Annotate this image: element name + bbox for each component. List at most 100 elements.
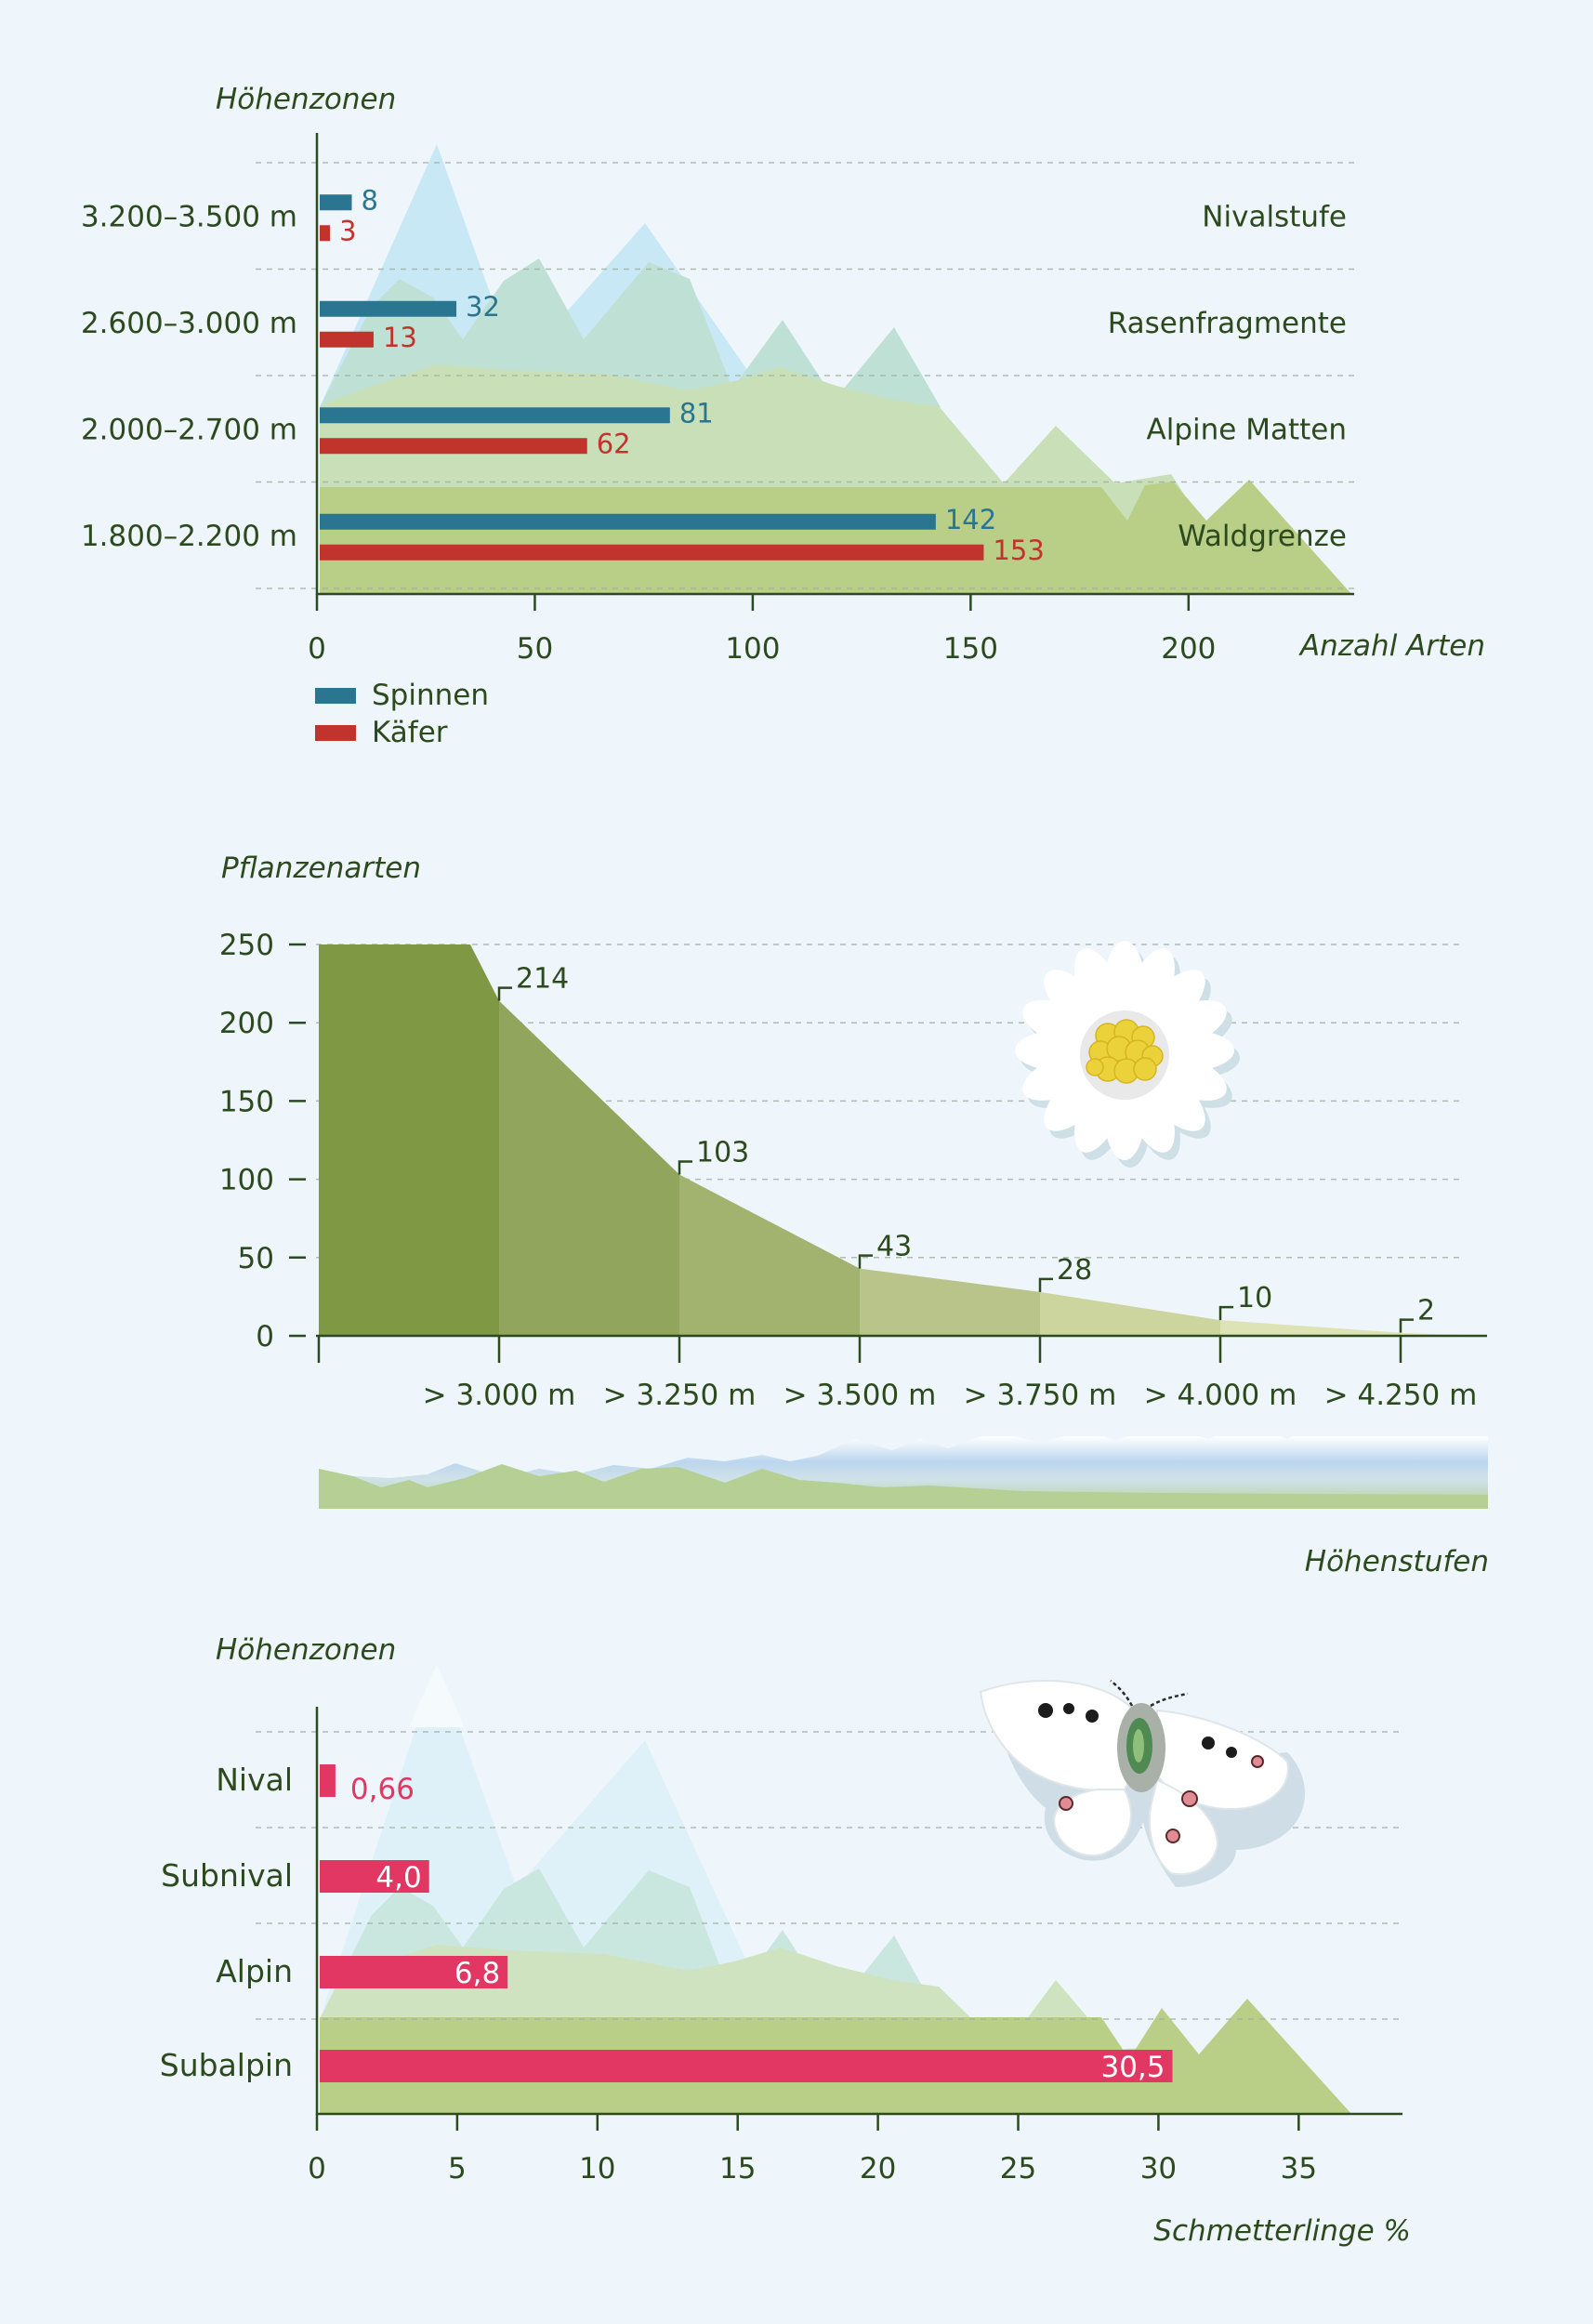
area-segment [319, 944, 499, 1336]
bar-spinnen [320, 407, 670, 424]
value-label: 2 [1417, 1295, 1435, 1327]
callout-bracket [858, 1254, 873, 1269]
x-tick-label: 15 [719, 2152, 756, 2185]
y-ticks: 0 50 100 150 200 250 [219, 929, 306, 1353]
callout-bracket [497, 986, 512, 1001]
flower-pollen [1086, 1019, 1164, 1084]
y-axis-title: Höhenzonen [216, 1633, 396, 1667]
zone-label: Waldgrenze [1178, 520, 1347, 553]
x-tick-label: 200 [1161, 632, 1216, 666]
x-tick-label: > 4.250 m [1324, 1379, 1478, 1412]
forewing-left [979, 1680, 1137, 1792]
x-tick-label: 100 [725, 632, 780, 666]
area-segment [679, 1174, 860, 1336]
y-tick-label: 150 [219, 1085, 274, 1118]
x-tick-label: 35 [1281, 2152, 1317, 2185]
zone-label: Rasenfragmente [1108, 307, 1347, 340]
bar-schmetterlinge [320, 2050, 1173, 2082]
bar-kaefer [320, 544, 984, 561]
spider-beetle-chart: 0 50 100 150 200 3.200–3.500 m 2.600–3.000 m 2… [81, 83, 1485, 749]
value-callouts: 214 103 43 28 10 2 [497, 963, 1435, 1333]
x-tick-label: 30 [1140, 2152, 1177, 2185]
legend-label-kaefer: Käfer [372, 716, 448, 749]
butterfly-chart: 0 5 10 15 20 25 30 35 Nival Subnival Alpin Subalpi… [160, 1633, 1411, 2248]
grid-lines [256, 162, 1354, 589]
category-labels: 3.200–3.500 m 2.600–3.000 m 2.000–2.700 m 1… [81, 200, 297, 553]
wing-spots [1038, 1703, 1237, 1758]
bar-value-label: 62 [597, 428, 631, 459]
category-label: 2.000–2.700 m [81, 413, 297, 446]
x-tick-label: 0 [308, 632, 326, 666]
x-tick-label: 150 [943, 632, 998, 666]
antenna [1110, 1680, 1189, 1708]
bar-value-label: 153 [993, 535, 1044, 566]
bar-value-label: 8 [362, 184, 378, 216]
callout-bracket [1218, 1305, 1233, 1321]
value-label: 103 [696, 1137, 749, 1169]
bar-spinnen [320, 513, 936, 530]
callout-bracket [678, 1160, 692, 1175]
hindwing-right [1149, 1778, 1219, 1876]
category-label: Alpin [216, 1953, 293, 1989]
bar-spinnen [320, 194, 352, 211]
band-sky-cut [319, 1422, 1488, 1480]
white-tip [409, 1664, 465, 1727]
red-eyespots [1059, 1755, 1264, 1843]
bar-value-label: 30,5 [1100, 2051, 1165, 2084]
legend-swatch-kaefer [315, 725, 356, 741]
bar-value-label: 13 [383, 322, 417, 353]
bar-value-label: 0,66 [350, 1773, 415, 1806]
callout-bracket [1399, 1318, 1414, 1333]
zone-label: Alpine Matten [1147, 413, 1347, 446]
category-label: 2.600–3.000 m [81, 307, 297, 340]
bar-spinnen [320, 300, 457, 317]
value-label: 28 [1057, 1254, 1092, 1287]
bar-value-label: 4,0 [375, 1861, 421, 1895]
apollo-butterfly-icon [979, 1680, 1306, 1887]
legend-swatch-spinnen [315, 688, 356, 704]
y-tick-label: 50 [238, 1242, 274, 1275]
band-front-mountains [319, 1464, 1488, 1509]
area-segments [319, 944, 1487, 1336]
area-segment [1040, 1291, 1220, 1336]
x-tick-label: > 3.250 m [603, 1379, 757, 1412]
category-label: Subnival [161, 1857, 293, 1894]
bar-value-label: 32 [466, 291, 500, 323]
x-ticks: 0 50 100 150 200 [308, 594, 1216, 666]
category-label: Nival [216, 1762, 293, 1798]
category-label: 1.800–2.200 m [81, 520, 297, 553]
category-label: Subalpin [160, 2047, 293, 2083]
value-label: 43 [876, 1231, 912, 1263]
x-tick-label: 10 [579, 2152, 615, 2185]
y-tick-label: 250 [219, 929, 274, 962]
x-tick-label: > 3.000 m [423, 1379, 576, 1412]
x-tick-label: 50 [517, 632, 553, 666]
zone-label: Nivalstufe [1202, 200, 1347, 233]
bar-value-label: 81 [679, 397, 714, 429]
x-tick-label: 20 [860, 2152, 896, 2185]
area-segment [1220, 1320, 1401, 1336]
x-axis-title: Höhenstufen [1305, 1545, 1489, 1578]
value-label: 214 [516, 963, 569, 996]
olive-band [320, 480, 1352, 595]
category-label: 3.200–3.500 m [81, 200, 297, 233]
y-axis-title: Pflanzenarten [221, 852, 421, 885]
bar-kaefer [320, 331, 374, 348]
x-ticks: > 3.000 m > 3.250 m > 3.500 m > 3.750 m > 4.… [317, 1336, 1478, 1412]
x-tick-label: > 3.750 m [964, 1379, 1117, 1412]
x-tick-label: 0 [308, 2152, 326, 2185]
y-axis-title: Höhenzonen [216, 83, 396, 116]
bar-kaefer [320, 438, 587, 455]
x-tick-label: 25 [1000, 2152, 1036, 2185]
bar-value-label: 142 [945, 504, 996, 535]
bar-schmetterlinge [320, 1860, 429, 1893]
callout-bracket [1038, 1277, 1053, 1292]
bars: 0,66 4,0 6,8 30,5 [320, 1764, 1173, 2084]
body-inner [1133, 1729, 1144, 1763]
area-segment [860, 1268, 1040, 1336]
bar-kaefer [320, 225, 331, 242]
bar-schmetterlinge [320, 1956, 508, 1988]
